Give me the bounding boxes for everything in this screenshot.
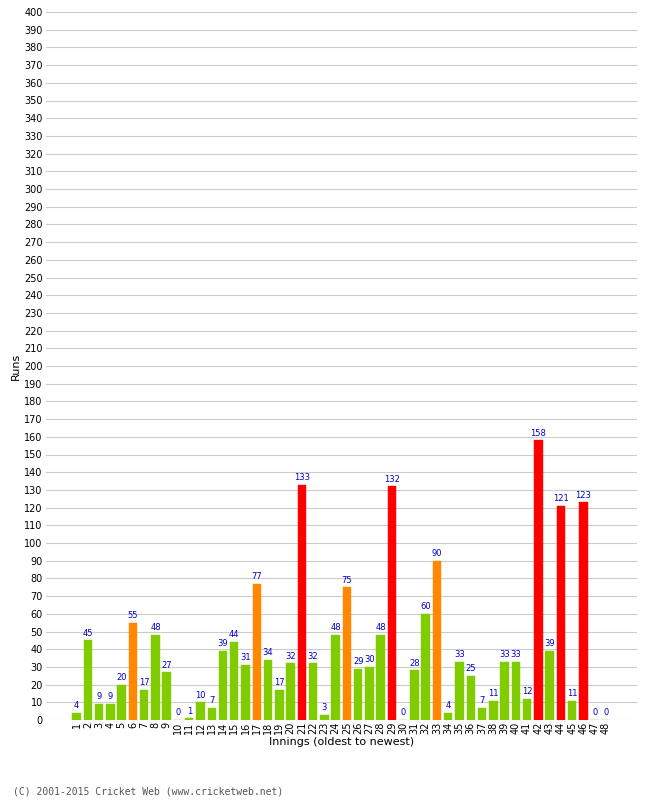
Bar: [264, 660, 272, 720]
Text: 17: 17: [274, 678, 285, 687]
Text: 123: 123: [575, 490, 592, 500]
Text: 45: 45: [83, 629, 93, 638]
Bar: [332, 635, 340, 720]
Text: 39: 39: [544, 639, 555, 648]
Text: 7: 7: [209, 696, 215, 705]
Bar: [545, 651, 554, 720]
Bar: [579, 502, 588, 720]
Text: 60: 60: [421, 602, 431, 611]
Bar: [568, 701, 577, 720]
Text: 0: 0: [176, 708, 181, 718]
Text: 31: 31: [240, 654, 251, 662]
Text: 12: 12: [522, 687, 532, 696]
Bar: [207, 708, 216, 720]
Text: 44: 44: [229, 630, 239, 639]
Bar: [309, 663, 317, 720]
Bar: [320, 714, 329, 720]
Text: 11: 11: [488, 689, 499, 698]
Text: 0: 0: [400, 708, 406, 718]
Bar: [253, 584, 261, 720]
Text: 9: 9: [96, 693, 102, 702]
Bar: [151, 635, 160, 720]
Bar: [534, 440, 543, 720]
Bar: [455, 662, 463, 720]
Bar: [185, 718, 194, 720]
Bar: [241, 665, 250, 720]
Text: 10: 10: [195, 690, 206, 700]
Text: 33: 33: [510, 650, 521, 659]
Text: 33: 33: [499, 650, 510, 659]
Text: 32: 32: [308, 652, 318, 661]
Y-axis label: Runs: Runs: [11, 352, 21, 380]
Bar: [433, 561, 441, 720]
Text: 29: 29: [353, 657, 363, 666]
Bar: [95, 704, 103, 720]
Bar: [500, 662, 509, 720]
Bar: [387, 486, 396, 720]
Text: 11: 11: [567, 689, 577, 698]
Text: 132: 132: [384, 474, 400, 484]
Bar: [298, 485, 306, 720]
Bar: [140, 690, 148, 720]
X-axis label: Innings (oldest to newest): Innings (oldest to newest): [268, 737, 414, 746]
Text: 4: 4: [74, 702, 79, 710]
Text: 0: 0: [592, 708, 597, 718]
Bar: [230, 642, 239, 720]
Text: 30: 30: [364, 655, 374, 664]
Bar: [343, 587, 351, 720]
Text: 34: 34: [263, 648, 274, 657]
Text: 28: 28: [409, 658, 420, 668]
Bar: [106, 704, 114, 720]
Text: 32: 32: [285, 652, 296, 661]
Text: 48: 48: [375, 623, 386, 632]
Text: 75: 75: [341, 575, 352, 585]
Bar: [523, 698, 531, 720]
Bar: [444, 713, 452, 720]
Text: 77: 77: [252, 572, 262, 581]
Bar: [421, 614, 430, 720]
Bar: [287, 663, 295, 720]
Text: 20: 20: [116, 673, 127, 682]
Text: 48: 48: [150, 623, 161, 632]
Bar: [376, 635, 385, 720]
Text: 158: 158: [530, 429, 546, 438]
Bar: [365, 667, 374, 720]
Text: (C) 2001-2015 Cricket Web (www.cricketweb.net): (C) 2001-2015 Cricket Web (www.cricketwe…: [13, 786, 283, 796]
Bar: [354, 669, 362, 720]
Bar: [467, 676, 475, 720]
Bar: [478, 708, 486, 720]
Text: 7: 7: [479, 696, 485, 705]
Bar: [512, 662, 520, 720]
Bar: [556, 506, 565, 720]
Text: 9: 9: [108, 693, 113, 702]
Text: 133: 133: [294, 473, 310, 482]
Text: 55: 55: [127, 611, 138, 620]
Bar: [196, 702, 205, 720]
Text: 90: 90: [432, 549, 442, 558]
Text: 48: 48: [330, 623, 341, 632]
Text: 39: 39: [218, 639, 228, 648]
Bar: [489, 701, 497, 720]
Text: 121: 121: [553, 494, 569, 503]
Text: 4: 4: [446, 702, 451, 710]
Text: 0: 0: [603, 708, 608, 718]
Bar: [84, 640, 92, 720]
Text: 33: 33: [454, 650, 465, 659]
Bar: [162, 672, 171, 720]
Bar: [219, 651, 227, 720]
Text: 17: 17: [139, 678, 150, 687]
Text: 1: 1: [187, 706, 192, 715]
Bar: [72, 713, 81, 720]
Bar: [275, 690, 283, 720]
Text: 25: 25: [465, 664, 476, 673]
Text: 3: 3: [322, 703, 327, 712]
Bar: [410, 670, 419, 720]
Bar: [118, 685, 126, 720]
Text: 27: 27: [161, 661, 172, 670]
Bar: [129, 622, 137, 720]
